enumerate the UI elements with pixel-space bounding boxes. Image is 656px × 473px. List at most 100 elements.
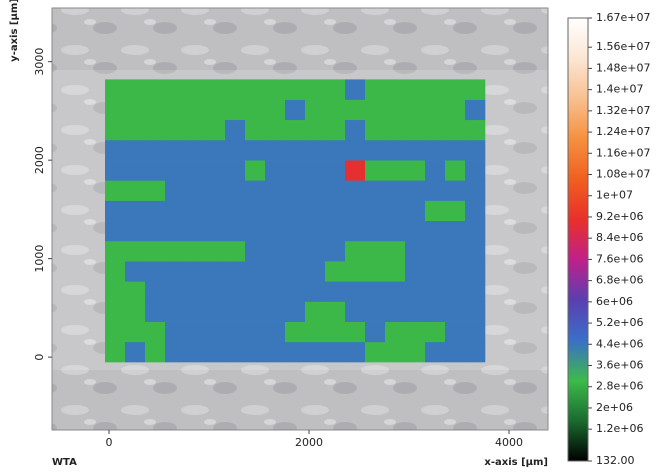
heatmap-cell [425, 321, 446, 343]
heatmap-cell [305, 220, 326, 242]
colorbar-tick-label: 6.8e+06 [596, 274, 643, 287]
heatmap-cell [405, 139, 426, 161]
heatmap-cell [305, 341, 326, 363]
heatmap-cell [245, 119, 266, 141]
colorbar [567, 17, 589, 462]
heatmap-cell [445, 261, 466, 282]
heatmap-cell [405, 341, 426, 363]
heatmap-cell [265, 180, 286, 201]
heatmap-cell [285, 220, 306, 242]
heatmap-cell [245, 79, 266, 100]
heatmap-cell [305, 119, 326, 141]
heatmap-cell [345, 240, 366, 262]
heatmap-cell [205, 281, 226, 302]
heatmap-cell [385, 99, 406, 121]
heatmap-cell [325, 321, 346, 343]
heatmap-cell [305, 301, 326, 322]
heatmap-cell [445, 200, 466, 222]
heatmap-cell [105, 341, 126, 363]
heatmap-cell [225, 220, 246, 242]
heatmap-cell [125, 79, 146, 100]
heatmap-cell [145, 139, 166, 161]
heatmap-cell [265, 99, 286, 121]
heatmap-cell [405, 160, 426, 181]
heatmap-cell [105, 281, 126, 302]
x-tick-label: 4000 [495, 436, 523, 449]
heatmap-cell [465, 139, 486, 161]
heatmap-cell [185, 261, 206, 282]
heatmap-cell [185, 240, 206, 262]
heatmap-cell [345, 301, 366, 322]
heatmap-cell [445, 99, 466, 121]
heatmap-cell [425, 200, 446, 222]
heatmap-cell [285, 341, 306, 363]
heatmap-cell [265, 79, 286, 100]
heatmap-cell [245, 261, 266, 282]
heatmap-cell [405, 99, 426, 121]
colorbar-tick-label: 2e+06 [596, 401, 633, 414]
colorbar-tick-label: 9.2e+06 [596, 210, 643, 223]
heatmap-cell [225, 261, 246, 282]
y-tick-label: 2000 [33, 146, 46, 174]
heatmap-cell [345, 160, 366, 181]
heatmap-cell [305, 321, 326, 343]
heatmap-cell [265, 240, 286, 262]
heatmap-cell [165, 281, 186, 302]
heatmap-cell [445, 321, 466, 343]
heatmap-cell [365, 321, 386, 343]
heatmap-cell [205, 99, 226, 121]
heatmap-cell [145, 220, 166, 242]
heatmap-cell [185, 281, 206, 302]
heatmap-cell [465, 79, 486, 100]
heatmap-cell [345, 220, 366, 242]
heatmap-cell [125, 160, 146, 181]
heatmap-cell [105, 200, 126, 222]
heatmap-cell [445, 119, 466, 141]
heatmap-cell [205, 180, 226, 201]
heatmap-cell [105, 321, 126, 343]
heatmap-cell [285, 99, 306, 121]
heatmap-cell [305, 79, 326, 100]
heatmap-cell [405, 220, 426, 242]
y-axis-label: y-axis [µm] [9, 0, 20, 62]
heatmap-cell [345, 261, 366, 282]
heatmap-cell [305, 240, 326, 262]
heatmap-cell [445, 220, 466, 242]
heatmap-cell [245, 180, 266, 201]
heatmap-cell [205, 341, 226, 363]
heatmap-cell [245, 99, 266, 121]
heatmap-cell [225, 281, 246, 302]
heatmap-cell [165, 301, 186, 322]
heatmap-cell [285, 119, 306, 141]
heatmap-cell [405, 200, 426, 222]
heatmap-cell [165, 99, 186, 121]
heatmap-cell [365, 220, 386, 242]
heatmap-cell [345, 99, 366, 121]
heatmap-cell [225, 99, 246, 121]
heatmap-cell [165, 119, 186, 141]
heatmap-cell [325, 301, 346, 322]
heatmap-cell [185, 180, 206, 201]
heatmap-cell [285, 281, 306, 302]
heatmap-cell [365, 160, 386, 181]
plot-frame [51, 7, 549, 431]
heatmap-cell [305, 200, 326, 222]
heatmap-cell [105, 99, 126, 121]
heatmap-cell [145, 79, 166, 100]
heatmap-cell [385, 261, 406, 282]
heatmap-cell [445, 281, 466, 302]
heatmap-cell [125, 200, 146, 222]
heatmap-cell [285, 240, 306, 262]
heatmap-cell [265, 160, 286, 181]
heatmap-cell [465, 220, 486, 242]
y-tick-label: 0 [33, 354, 46, 361]
heatmap-cell [425, 281, 446, 302]
heatmap-cell [365, 281, 386, 302]
heatmap-cell [105, 180, 126, 201]
colorbar-tick-label: 1.48e+07 [596, 61, 650, 74]
heatmap-cell [165, 240, 186, 262]
heatmap-cell [205, 200, 226, 222]
heatmap-cell [145, 240, 166, 262]
heatmap-cell [325, 220, 346, 242]
heatmap-cell [385, 281, 406, 302]
